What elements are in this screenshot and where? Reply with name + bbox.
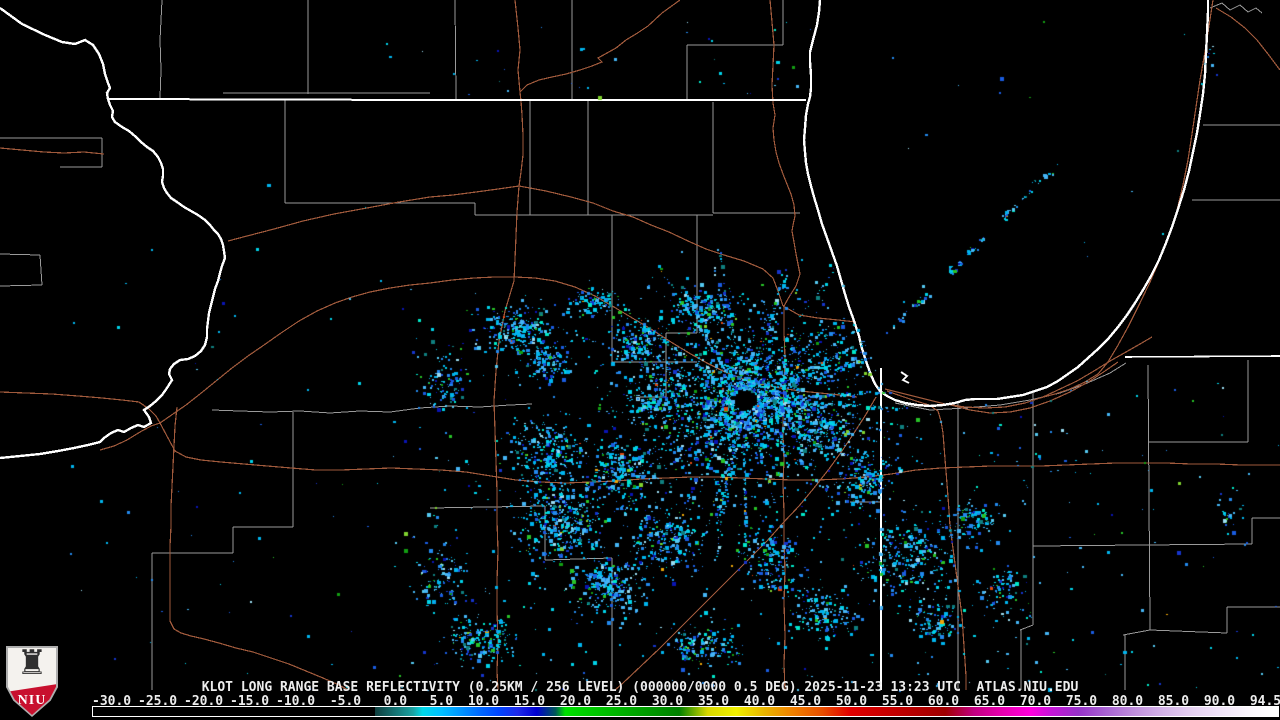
- colorbar-tick-94.5: 94.5: [1242, 694, 1280, 709]
- colorbar-tick-0.0: 0.0: [368, 694, 408, 709]
- colorbar-tick--20.0: -20.0: [184, 694, 224, 709]
- colorbar-tick-60.0: 60.0: [920, 694, 960, 709]
- colorbar-tick-45.0: 45.0: [782, 694, 822, 709]
- colorbar-tick--25.0: -25.0: [138, 694, 178, 709]
- niu-shield-inner: ♜ NIU: [8, 648, 56, 715]
- colorbar-tick-5.0: 5.0: [414, 694, 454, 709]
- castle-icon: ♜: [16, 643, 48, 683]
- colorbar-tick-40.0: 40.0: [736, 694, 776, 709]
- colorbar: [92, 706, 1279, 717]
- colorbar-tick-30.0: 30.0: [644, 694, 684, 709]
- colorbar-tick--5.0: -5.0: [322, 694, 362, 709]
- colorbar-tick-20.0: 20.0: [552, 694, 592, 709]
- colorbar-tick-80.0: 80.0: [1104, 694, 1144, 709]
- niu-shield: ♜ NIU: [6, 646, 58, 717]
- colorbar-tick-35.0: 35.0: [690, 694, 730, 709]
- niu-shield-red-band: NIU: [8, 684, 56, 715]
- niu-logo: ♜ NIU: [6, 646, 58, 717]
- colorbar-tick-25.0: 25.0: [598, 694, 638, 709]
- niu-logo-text: NIU: [17, 693, 47, 709]
- colorbar-tick-50.0: 50.0: [828, 694, 868, 709]
- colorbar-tick-15.0: 15.0: [506, 694, 546, 709]
- colorbar-tick-75.0: 75.0: [1058, 694, 1098, 709]
- product-caption: KLOT LONG RANGE BASE REFLECTIVITY (0.25K…: [201, 680, 1079, 695]
- colorbar-tick--15.0: -15.0: [230, 694, 270, 709]
- colorbar-tick--10.0: -10.0: [276, 694, 316, 709]
- colorbar-tick-85.0: 85.0: [1150, 694, 1190, 709]
- colorbar-tick-55.0: 55.0: [874, 694, 914, 709]
- colorbar-tick-90.0: 90.0: [1196, 694, 1236, 709]
- colorbar-tick--30.0: -30.0: [92, 694, 132, 709]
- colorbar-tick-70.0: 70.0: [1012, 694, 1052, 709]
- colorbar-tick-10.0: 10.0: [460, 694, 500, 709]
- colorbar-scale: -30.0 -25.0 -20.0 -15.0 -10.0 -5.0 0.0 5.0 1…: [0, 694, 1280, 709]
- colorbar-tick-65.0: 65.0: [966, 694, 1006, 709]
